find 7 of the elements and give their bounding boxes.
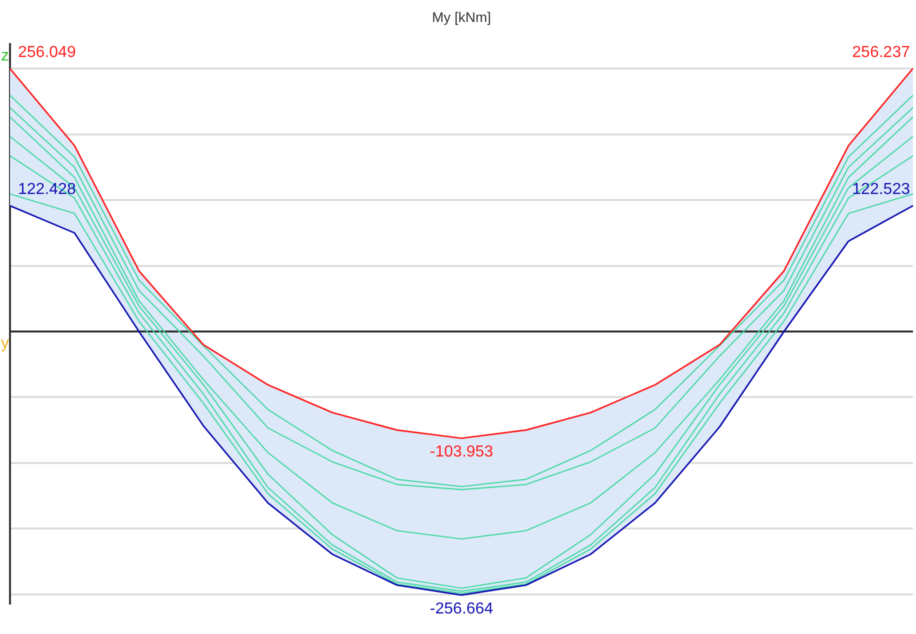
data-label: -256.664 — [430, 600, 494, 618]
data-label: 256.049 — [18, 44, 76, 61]
data-label: 256.237 — [852, 44, 910, 61]
y-axis-title: z — [1, 47, 9, 64]
x-axis-title: y — [1, 334, 9, 352]
chart-title: My [kNm] — [432, 8, 492, 25]
data-label: -103.953 — [430, 444, 494, 461]
